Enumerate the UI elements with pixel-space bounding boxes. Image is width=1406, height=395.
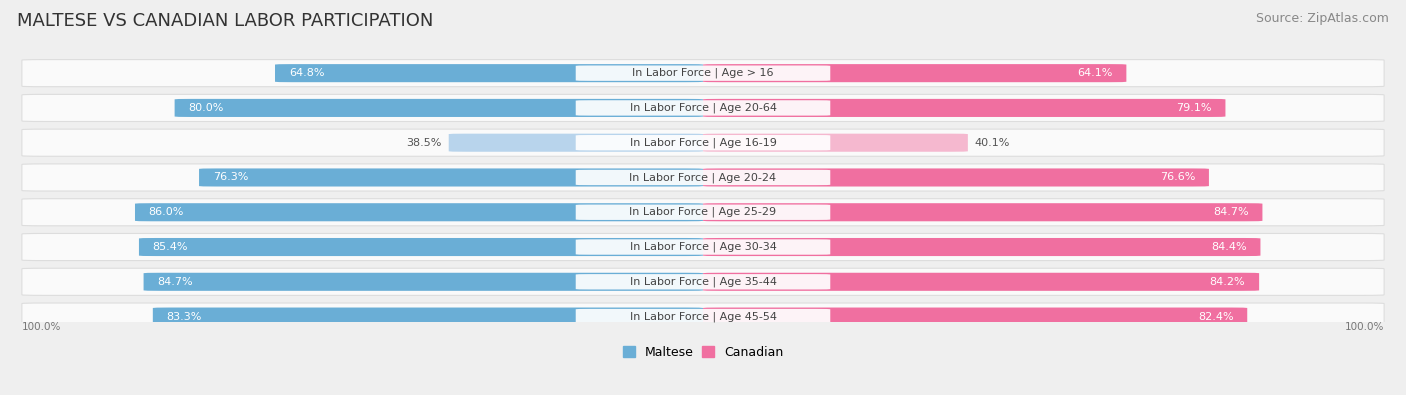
Text: In Labor Force | Age > 16: In Labor Force | Age > 16	[633, 68, 773, 78]
Text: 85.4%: 85.4%	[153, 242, 188, 252]
Text: 100.0%: 100.0%	[22, 322, 62, 332]
Text: MALTESE VS CANADIAN LABOR PARTICIPATION: MALTESE VS CANADIAN LABOR PARTICIPATION	[17, 12, 433, 30]
Text: In Labor Force | Age 20-64: In Labor Force | Age 20-64	[630, 103, 776, 113]
Text: 84.4%: 84.4%	[1211, 242, 1247, 252]
FancyBboxPatch shape	[703, 203, 1263, 221]
FancyBboxPatch shape	[22, 94, 1384, 122]
Text: 80.0%: 80.0%	[188, 103, 224, 113]
FancyBboxPatch shape	[703, 273, 1260, 291]
Text: 84.2%: 84.2%	[1209, 277, 1246, 287]
FancyBboxPatch shape	[703, 308, 1247, 325]
FancyBboxPatch shape	[153, 308, 703, 325]
Text: Source: ZipAtlas.com: Source: ZipAtlas.com	[1256, 12, 1389, 25]
FancyBboxPatch shape	[22, 164, 1384, 191]
FancyBboxPatch shape	[200, 168, 703, 186]
FancyBboxPatch shape	[703, 64, 1126, 82]
FancyBboxPatch shape	[22, 60, 1384, 87]
FancyBboxPatch shape	[575, 274, 831, 290]
Text: In Labor Force | Age 16-19: In Labor Force | Age 16-19	[630, 137, 776, 148]
FancyBboxPatch shape	[135, 203, 703, 221]
FancyBboxPatch shape	[575, 135, 831, 150]
FancyBboxPatch shape	[575, 205, 831, 220]
FancyBboxPatch shape	[449, 134, 703, 152]
Text: In Labor Force | Age 30-34: In Labor Force | Age 30-34	[630, 242, 776, 252]
FancyBboxPatch shape	[703, 99, 1226, 117]
Text: 86.0%: 86.0%	[149, 207, 184, 217]
Text: 76.6%: 76.6%	[1160, 173, 1195, 182]
Legend: Maltese, Canadian: Maltese, Canadian	[623, 346, 783, 359]
FancyBboxPatch shape	[575, 309, 831, 324]
FancyBboxPatch shape	[22, 199, 1384, 226]
FancyBboxPatch shape	[575, 239, 831, 255]
Text: 79.1%: 79.1%	[1177, 103, 1212, 113]
Text: 40.1%: 40.1%	[974, 138, 1010, 148]
Text: 83.3%: 83.3%	[166, 312, 202, 322]
Text: In Labor Force | Age 45-54: In Labor Force | Age 45-54	[630, 311, 776, 322]
FancyBboxPatch shape	[174, 99, 703, 117]
FancyBboxPatch shape	[575, 100, 831, 116]
FancyBboxPatch shape	[139, 238, 703, 256]
FancyBboxPatch shape	[703, 134, 967, 152]
Text: 100.0%: 100.0%	[1344, 322, 1384, 332]
FancyBboxPatch shape	[22, 268, 1384, 295]
Text: 38.5%: 38.5%	[406, 138, 441, 148]
FancyBboxPatch shape	[575, 66, 831, 81]
FancyBboxPatch shape	[703, 168, 1209, 186]
Text: 84.7%: 84.7%	[1213, 207, 1249, 217]
FancyBboxPatch shape	[276, 64, 703, 82]
FancyBboxPatch shape	[22, 303, 1384, 330]
FancyBboxPatch shape	[22, 233, 1384, 261]
Text: In Labor Force | Age 20-24: In Labor Force | Age 20-24	[630, 172, 776, 183]
Text: 64.8%: 64.8%	[288, 68, 325, 78]
Text: 76.3%: 76.3%	[212, 173, 249, 182]
Text: 64.1%: 64.1%	[1077, 68, 1112, 78]
Text: In Labor Force | Age 25-29: In Labor Force | Age 25-29	[630, 207, 776, 218]
FancyBboxPatch shape	[22, 129, 1384, 156]
FancyBboxPatch shape	[575, 170, 831, 185]
Text: 82.4%: 82.4%	[1198, 312, 1233, 322]
Text: In Labor Force | Age 35-44: In Labor Force | Age 35-44	[630, 276, 776, 287]
FancyBboxPatch shape	[703, 238, 1260, 256]
FancyBboxPatch shape	[143, 273, 703, 291]
Text: 84.7%: 84.7%	[157, 277, 193, 287]
